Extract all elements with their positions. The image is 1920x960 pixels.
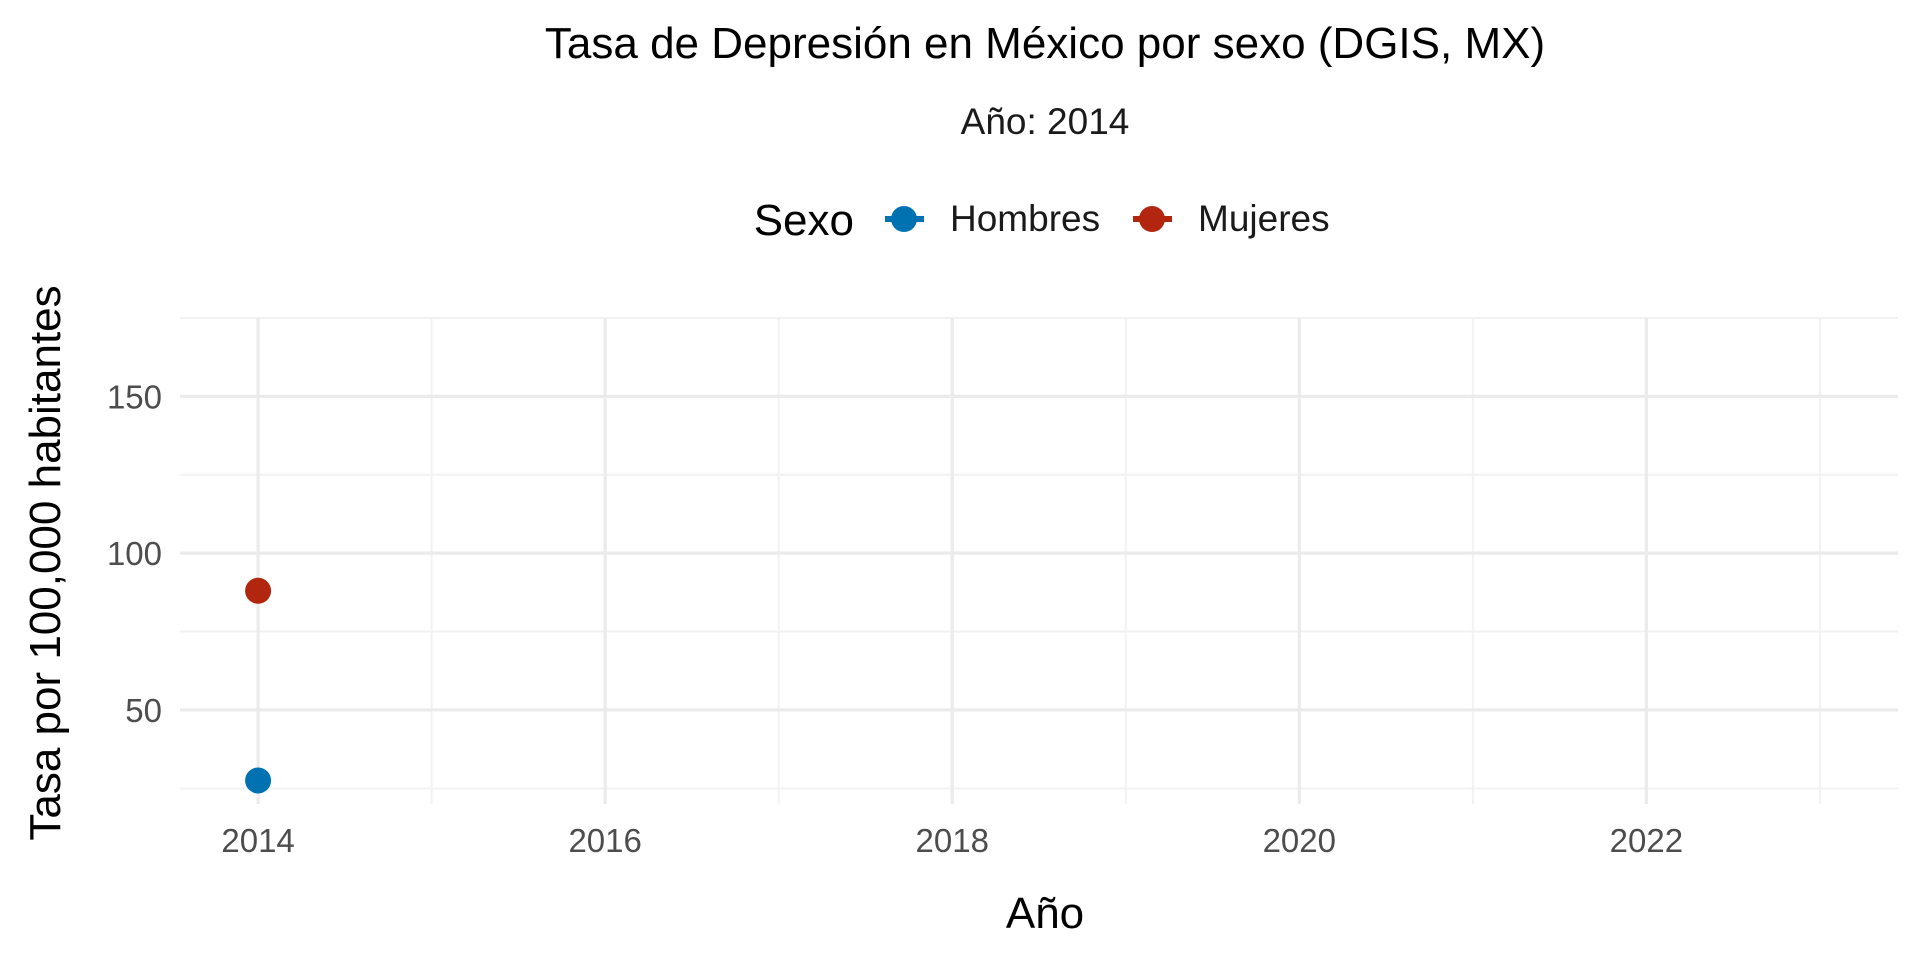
y-tick-label: 100 (107, 535, 162, 572)
x-tick-label: 2022 (1610, 822, 1683, 859)
legend: Sexo Hombres Mujeres (754, 196, 1330, 245)
legend-label-hombres: Hombres (950, 198, 1100, 239)
x-tick-labels: 2014 2016 2018 2020 2022 (221, 822, 1683, 859)
data-points (245, 577, 272, 794)
y-tick-label: 150 (107, 378, 162, 415)
grid (180, 317, 1898, 804)
legend-item-mujeres: Mujeres (1133, 198, 1330, 239)
chart-subtitle: Año: 2014 (961, 101, 1130, 142)
y-tick-label: 50 (125, 692, 162, 729)
x-tick-label: 2020 (1263, 822, 1336, 859)
x-tick-label: 2018 (916, 822, 989, 859)
chart-title: Tasa de Depresión en México por sexo (DG… (545, 19, 1545, 68)
data-point-hombres (245, 767, 272, 794)
legend-title: Sexo (754, 196, 854, 245)
legend-label-mujeres: Mujeres (1198, 198, 1330, 239)
x-tick-label: 2016 (568, 822, 641, 859)
y-axis-title: Tasa por 100,000 habitantes (21, 285, 70, 840)
legend-key-point-mujeres (1139, 206, 1165, 232)
y-tick-labels: 50 100 150 (107, 378, 162, 729)
x-axis-title: Año (1006, 889, 1084, 938)
data-point-mujeres (245, 577, 272, 604)
x-tick-label: 2014 (221, 822, 294, 859)
legend-item-hombres: Hombres (885, 198, 1100, 239)
legend-key-point-hombres (891, 206, 917, 232)
